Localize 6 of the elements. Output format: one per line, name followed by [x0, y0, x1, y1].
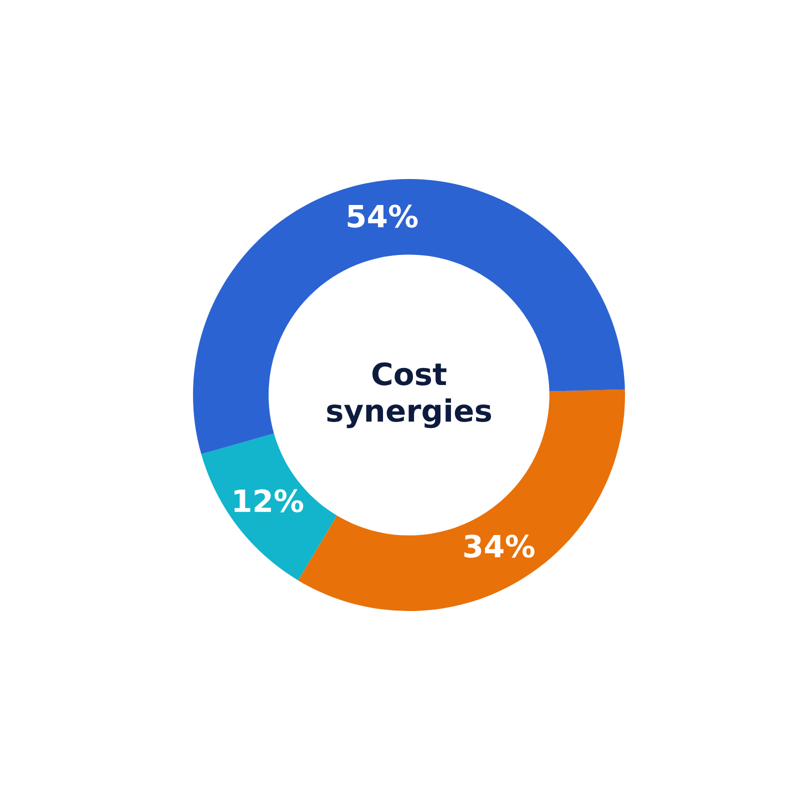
data-label: 12% [234, 489, 304, 512]
text: Cost synergies [327, 362, 492, 428]
data-label: 34% [464, 534, 535, 558]
donut-slice [193, 179, 625, 454]
data-label: 54% [348, 204, 418, 228]
donut-slice [201, 433, 337, 580]
